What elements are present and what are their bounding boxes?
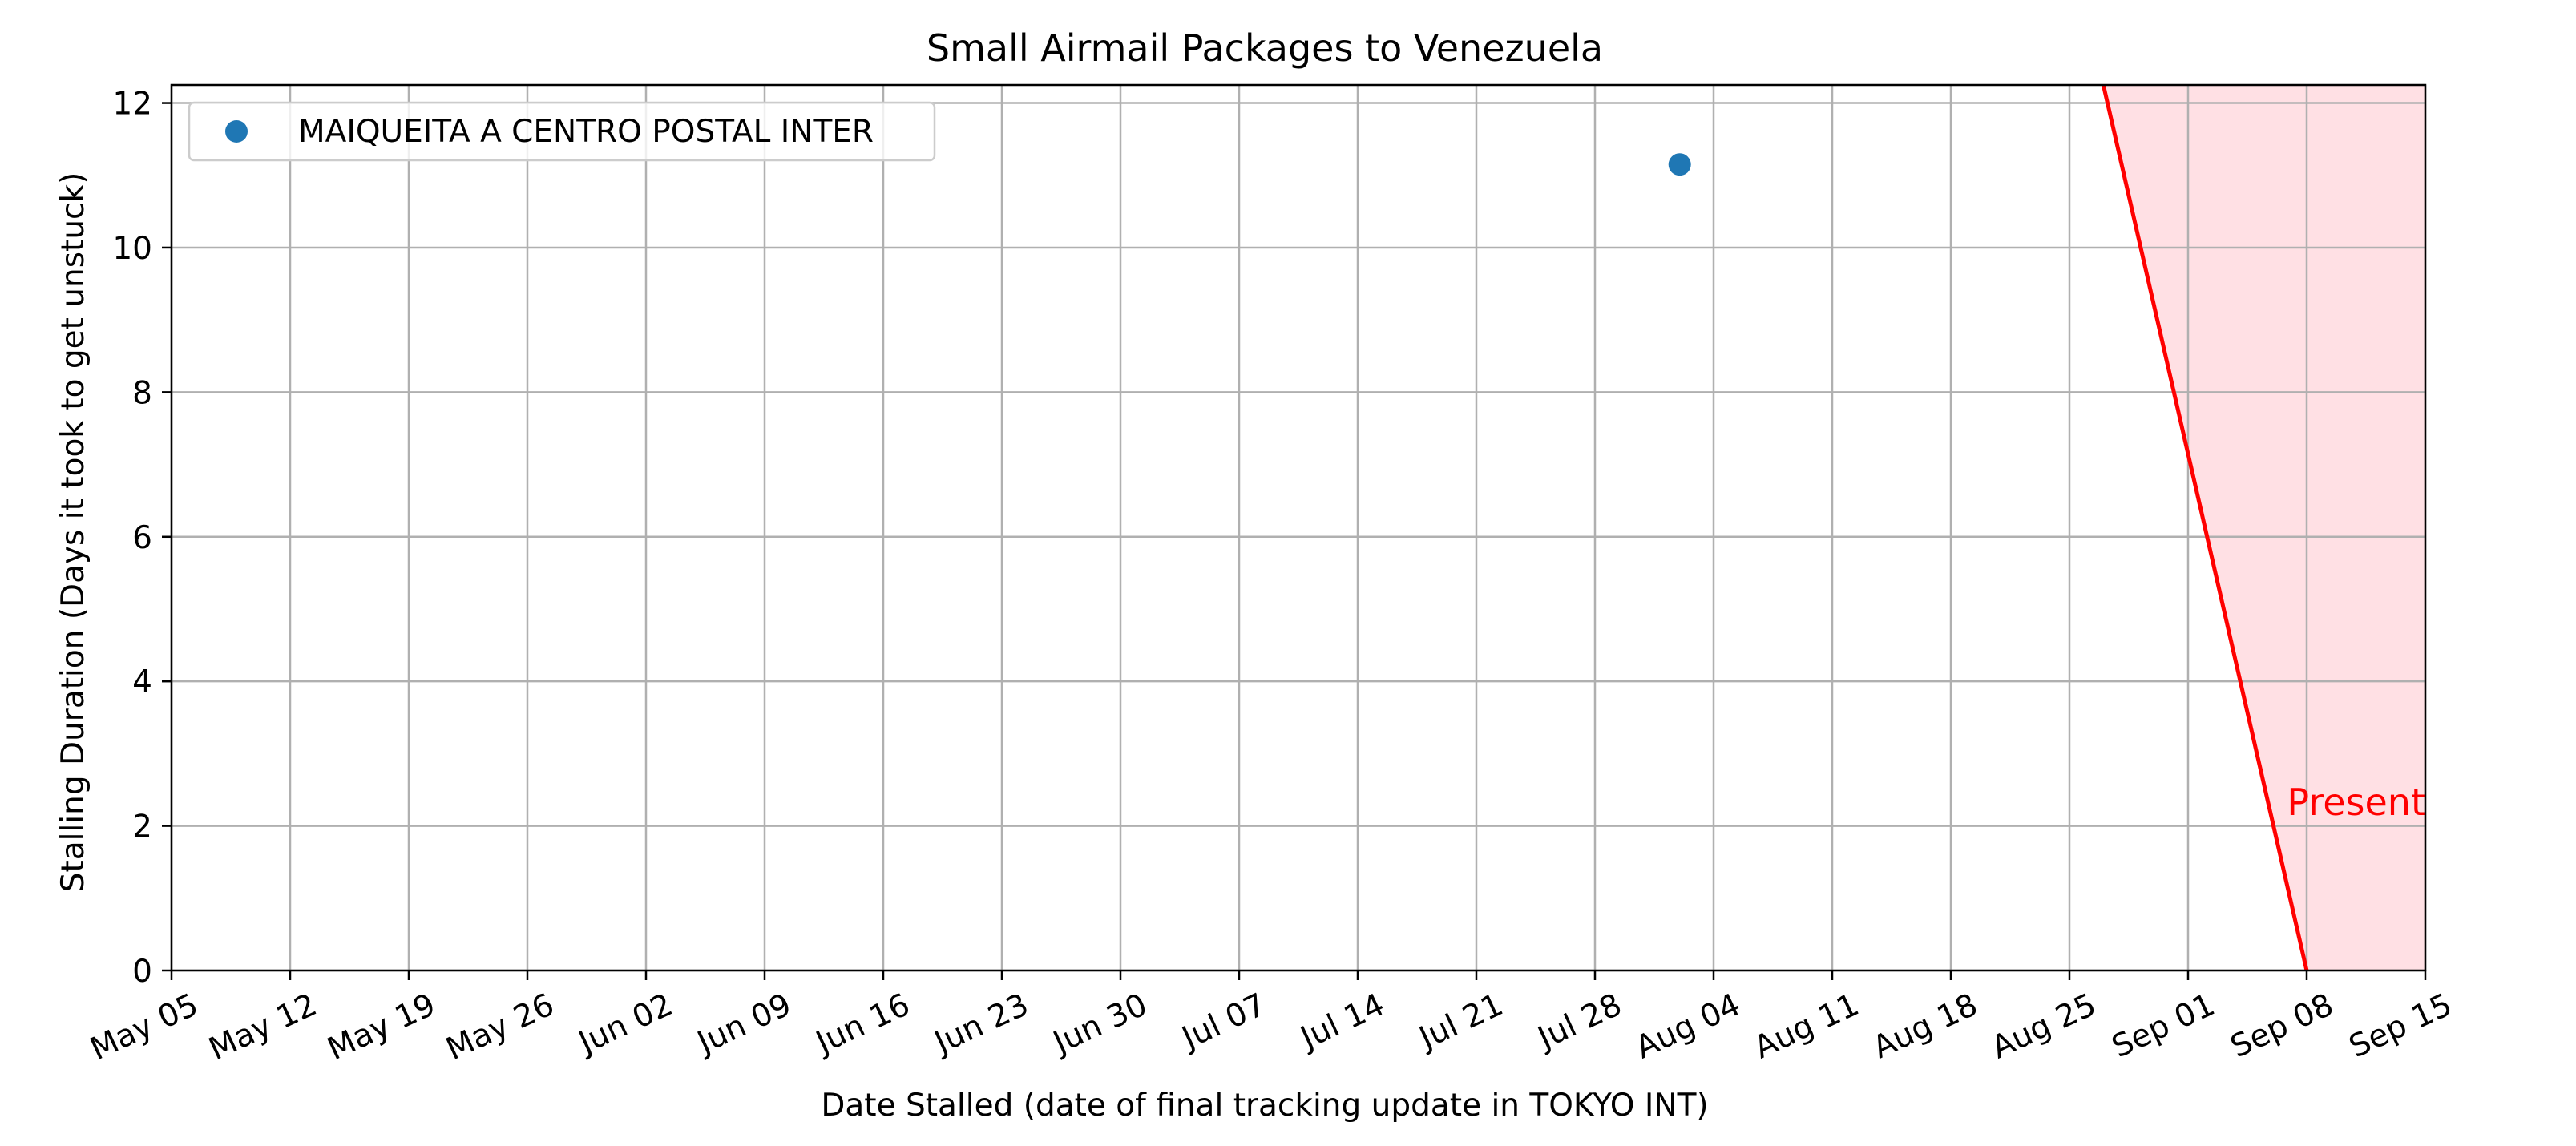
y-tick-label: 2	[132, 809, 152, 845]
chart-title: Small Airmail Packages to Venezuela	[927, 26, 1603, 70]
legend-label: MAIQUEITA A CENTRO POSTAL INTER	[298, 114, 874, 150]
data-point	[1668, 153, 1691, 176]
y-tick-label: 8	[132, 375, 152, 411]
data-points	[1668, 153, 1691, 176]
present-region	[2103, 85, 2425, 970]
y-tick-label: 12	[112, 87, 152, 123]
y-tick-label: 6	[132, 520, 152, 556]
present-line	[2101, 84, 2309, 971]
y-tick-label: 0	[132, 954, 152, 990]
present-marker: Present	[2101, 84, 2425, 971]
y-axis-ticks: 0 2 4 6 8 10 12	[112, 87, 172, 990]
legend-marker	[225, 120, 248, 143]
present-label: Present	[2287, 781, 2425, 824]
legend: MAIQUEITA A CENTRO POSTAL INTER	[188, 101, 936, 162]
y-axis-label: Stalling Duration (Days it took to get u…	[55, 172, 91, 893]
present-shaded-area	[2103, 85, 2425, 970]
x-axis-label: Date Stalled (date of final tracking upd…	[821, 1087, 1708, 1124]
legend-box	[188, 101, 936, 162]
plot-frame	[170, 83, 2427, 972]
y-tick-label: 10	[112, 231, 152, 267]
y-tick-label: 4	[132, 664, 152, 700]
